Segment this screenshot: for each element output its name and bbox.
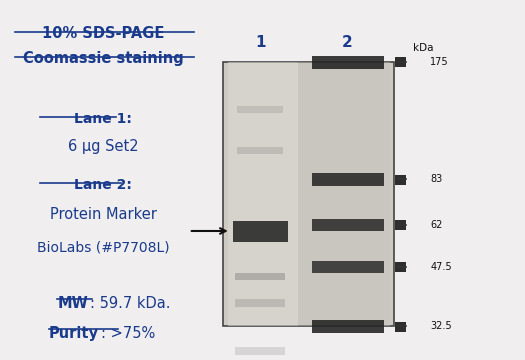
Bar — [235, 347, 285, 355]
Bar — [228, 62, 298, 327]
Bar — [298, 62, 391, 327]
Bar — [312, 56, 384, 68]
Text: 1: 1 — [255, 35, 266, 50]
Bar — [395, 262, 406, 272]
Text: : >75%: : >75% — [101, 327, 155, 342]
Bar — [312, 219, 384, 231]
Bar — [395, 322, 406, 332]
Bar — [312, 173, 384, 186]
Text: Purity: Purity — [49, 327, 99, 342]
Text: Lane 2:: Lane 2: — [74, 178, 132, 192]
Bar — [312, 261, 384, 273]
Bar — [395, 58, 406, 67]
Text: 6 μg Set2: 6 μg Set2 — [68, 139, 139, 154]
Text: 47.5: 47.5 — [430, 262, 452, 272]
Bar — [235, 273, 285, 280]
Bar — [233, 221, 288, 242]
Bar — [237, 106, 284, 113]
Text: 10% SDS-PAGE: 10% SDS-PAGE — [42, 26, 164, 41]
Bar — [223, 62, 394, 327]
Bar — [312, 320, 384, 333]
Bar — [395, 175, 406, 185]
Text: : 59.7 kDa.: : 59.7 kDa. — [90, 296, 171, 311]
Bar — [395, 220, 406, 230]
Text: kDa: kDa — [413, 43, 434, 53]
Text: 32.5: 32.5 — [430, 321, 452, 332]
Text: 175: 175 — [430, 57, 449, 67]
Text: 2: 2 — [342, 35, 353, 50]
Text: 62: 62 — [430, 220, 443, 230]
Text: Protein Marker: Protein Marker — [50, 207, 156, 222]
Text: Coomassie staining: Coomassie staining — [23, 51, 183, 66]
Text: BioLabs (#P7708L): BioLabs (#P7708L) — [37, 241, 170, 255]
Bar — [235, 299, 285, 307]
Text: 83: 83 — [430, 174, 443, 184]
Bar — [237, 147, 284, 154]
Text: MW: MW — [57, 296, 88, 311]
Text: Lane 1:: Lane 1: — [74, 112, 132, 126]
